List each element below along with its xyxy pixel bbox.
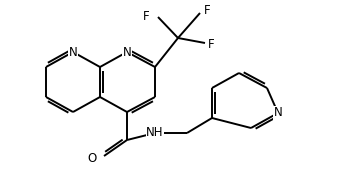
Text: N: N [69,45,78,58]
Text: NH: NH [146,126,164,139]
Text: F: F [143,10,150,23]
Text: O: O [88,152,97,165]
Text: F: F [204,4,211,17]
Text: N: N [122,45,131,58]
Text: N: N [274,107,282,120]
Text: F: F [208,37,215,50]
